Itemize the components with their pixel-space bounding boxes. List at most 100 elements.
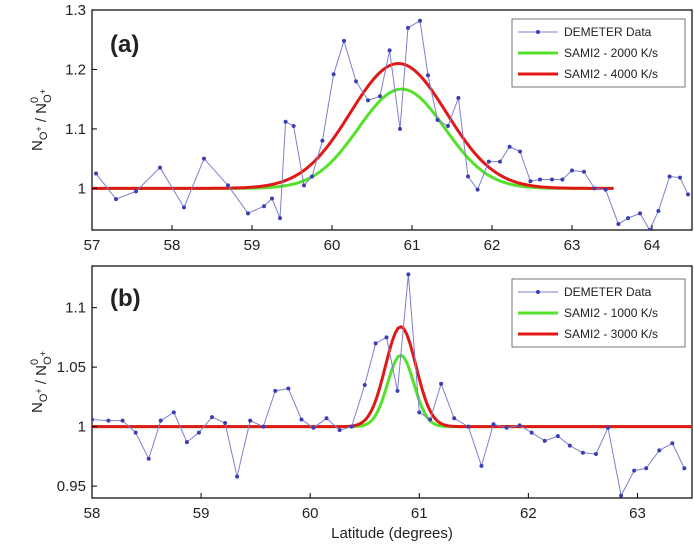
- panel-b-xtick-label: 60: [302, 505, 319, 522]
- panel-a-xtick-label: 58: [164, 237, 181, 254]
- panel-a-series-demeter-point: [550, 177, 554, 182]
- panel-a-xtick-label: 60: [324, 237, 341, 254]
- panel-a-legend-item-sami2-low: SAMI2 - 2000 K/s: [518, 46, 658, 60]
- panel-a-tag: (a): [110, 31, 139, 58]
- panel-a-series-demeter-point: [570, 168, 574, 173]
- panel-a-series-demeter-point: [686, 192, 690, 197]
- panel-a-series-demeter-point: [283, 119, 288, 124]
- panel-b-series-demeter-point: [196, 430, 201, 435]
- panel-b-ytick-label: 0.95: [57, 478, 86, 495]
- panel-a-series-demeter-point: [94, 171, 98, 176]
- panel-a-series-demeter-point: [262, 204, 266, 209]
- panel-a-series-demeter-point: [507, 144, 512, 149]
- panel-b-series-demeter-point: [299, 417, 304, 422]
- panel-b-ylabel-n1: N: [29, 402, 46, 413]
- panel-a-series-demeter-point: [518, 149, 522, 154]
- panel-a-ytick-label: 1.3: [65, 2, 86, 19]
- panel-b-series-demeter-point: [337, 428, 342, 433]
- panel-b-ylabel: NO+ / N0O+: [29, 351, 54, 413]
- panel-b-series-demeter-point: [146, 456, 151, 461]
- panel-a-series-demeter-point: [182, 205, 186, 210]
- panel-a-series-demeter-point: [320, 138, 325, 143]
- panel-a-xtick-label: 63: [564, 237, 581, 254]
- panel-b-legend-label-demeter: DEMETER Data: [564, 285, 652, 299]
- panel-b-series-demeter-point: [606, 425, 610, 430]
- panel-a-ylabel-sup2: 0: [29, 97, 41, 103]
- panel-a-series: [92, 18, 690, 230]
- panel-b-series-demeter-point: [223, 421, 228, 426]
- panel-b-legend-item-sami2-high: SAMI2 - 3000 K/s: [518, 327, 658, 341]
- panel-b-series-demeter-point: [324, 416, 329, 421]
- panel-a-series-demeter-point: [366, 98, 370, 103]
- panel-a-ytick-label: 1.1: [65, 121, 86, 138]
- panel-b-ytick-label: 1: [78, 419, 86, 436]
- panel-b-series-demeter-point: [261, 424, 266, 429]
- panel-b-series-demeter-point: [384, 335, 389, 340]
- panel-a-series-demeter-point: [456, 96, 461, 100]
- panel-b-series-demeter-point: [504, 425, 509, 430]
- panel-a-series-demeter-point: [486, 159, 491, 164]
- panel-a-series-demeter-point: [342, 38, 346, 43]
- panel-b-xtick-label: 58: [84, 505, 101, 522]
- panel-a-series-demeter-point: [538, 177, 542, 182]
- panel-b-legend: DEMETER Data SAMI2 - 1000 K/s SAMI2 - 30…: [511, 278, 686, 348]
- panel-b-ylabel-s2: O: [42, 356, 54, 365]
- panel-b-ticks: 58 59 60 61 62 63 0.95 1 1.05 1.1: [57, 300, 646, 522]
- panel-b-legend-label-sami2-high: SAMI2 - 3000 K/s: [564, 327, 658, 341]
- panel-b-series-demeter-line: [92, 273, 685, 497]
- panel-a-series-demeter-point: [446, 123, 450, 128]
- panel-b-series-demeter-point: [158, 418, 163, 423]
- panel-a-series-demeter-point: [278, 216, 282, 221]
- panel-b-ylabel-p1: +: [34, 388, 44, 393]
- panel-a-series-demeter-point: [406, 25, 410, 30]
- panel-b-series-demeter-point: [682, 466, 687, 471]
- panel-b-series: [92, 272, 692, 498]
- panel-b-series-demeter-point: [286, 386, 291, 391]
- panel-b-series-demeter-point: [133, 430, 138, 435]
- panel-a-series-demeter-point: [202, 156, 206, 161]
- panel-b-series-demeter-point: [491, 422, 496, 427]
- panel-a-series-demeter-point: [302, 183, 306, 188]
- panel-a-ytick-label: 1.2: [65, 61, 86, 78]
- panel-b-series-demeter-point: [439, 381, 444, 386]
- panel-a-series-demeter-point: [678, 175, 682, 180]
- svg-text:NO+ / N0O+: NO+ / N0O+: [29, 351, 54, 413]
- panel-b-series-demeter-point: [452, 416, 457, 421]
- panel-b-xtick-label: 62: [520, 505, 537, 522]
- panel-a-series-demeter-point: [310, 174, 314, 179]
- panel-b-series-demeter-point: [106, 418, 111, 423]
- panel-b-series-demeter-point: [273, 388, 278, 393]
- panel-a-series-demeter-point: [466, 174, 470, 179]
- panel-a-series-demeter-point: [378, 94, 382, 99]
- panel-b-series-demeter-point: [657, 448, 662, 453]
- panel-a-series-demeter-point: [158, 165, 162, 170]
- panel-a-series-demeter-point: [134, 189, 138, 194]
- panel-b-series-demeter-point: [406, 272, 411, 277]
- panel-a-legend-label-demeter: DEMETER Data: [564, 25, 652, 39]
- panel-b-tag: (b): [110, 285, 141, 312]
- panel-a-series-demeter-point: [114, 197, 118, 202]
- panel-b-ytick-label: 1.1: [65, 300, 86, 317]
- panel-b-ylabel-p2: +: [38, 351, 48, 356]
- panel-a-series-demeter-point: [475, 187, 480, 192]
- panel-b-series-demeter-point: [529, 430, 534, 435]
- panel-b-legend-item-demeter: DEMETER Data: [518, 285, 652, 299]
- panel-b-xtick-label: 63: [629, 505, 646, 522]
- panel-b-xlabel: Latitude (degrees): [331, 525, 453, 542]
- panel-b-series-demeter-point: [555, 434, 560, 439]
- panel-a-ylabel-p2: +: [38, 89, 48, 94]
- panel-a-series-demeter-point: [418, 18, 422, 23]
- panel-b-ylabel-slash: /: [33, 376, 50, 389]
- panel-a-series-demeter-point: [498, 159, 502, 164]
- panel-a-series-demeter-point: [435, 118, 440, 122]
- panel-a-ylabel-s2: O: [42, 94, 54, 103]
- panel-a-series-demeter-point: [331, 72, 336, 77]
- panel-a-ticks: 57 58 59 60 61 62 63 64 1 1.1 1.2 1.3: [65, 2, 660, 254]
- panel-b-series-demeter-point: [120, 418, 125, 423]
- svg-text:NO+ / N0O+: NO+ / N0O+: [29, 89, 54, 151]
- panel-b-series-demeter-point: [210, 415, 214, 420]
- panel-b-ylabel-sup2: 0: [29, 359, 41, 365]
- panel-a-ylabel-s1: O: [38, 131, 50, 140]
